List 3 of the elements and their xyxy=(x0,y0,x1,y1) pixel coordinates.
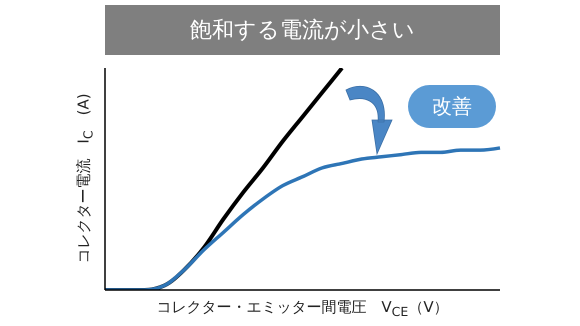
chart-title: 飽和する電流が小さい xyxy=(190,17,415,45)
x-axis-title: コレクター・エミッター間電圧 V$_{CE}$（V） xyxy=(155,298,450,319)
annotation: 改善 xyxy=(408,85,496,128)
